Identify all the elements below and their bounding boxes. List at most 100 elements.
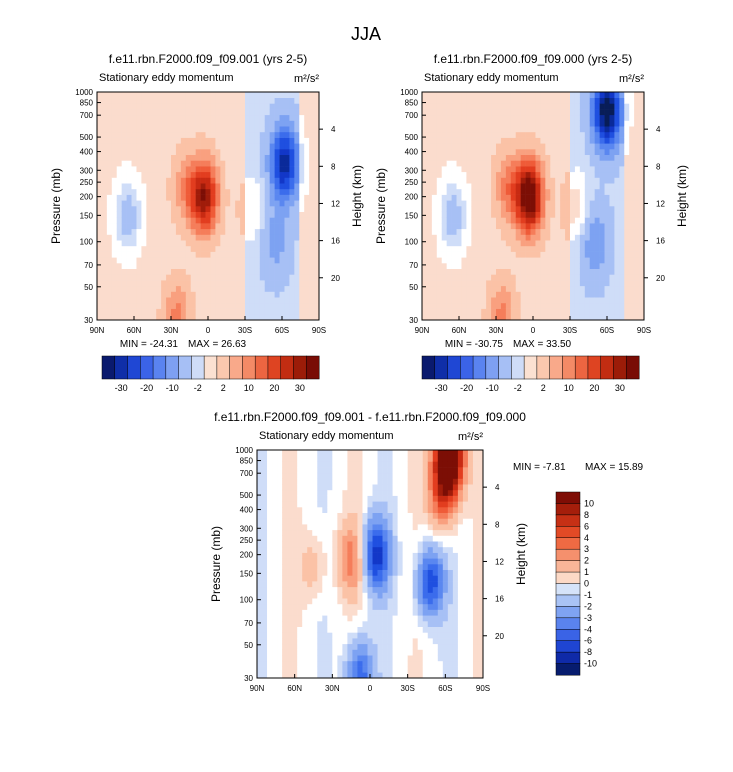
heatmap-cell [180,188,187,195]
heatmap-cell [604,240,610,247]
heatmap-cell [156,234,162,241]
heatmap-cell [195,314,201,321]
heatmap-cell [471,137,477,144]
heatmap-cell [342,501,348,508]
heatmap-cell [520,137,526,144]
heatmap-cell [274,297,280,304]
heatmap-cell [141,314,147,321]
heatmap-cell [156,103,162,110]
heatmap-cell [131,217,137,224]
heatmap-cell [195,291,201,298]
heatmap-cell [279,137,285,144]
heatmap-cell [456,92,462,98]
heatmap-cell [309,228,315,235]
heatmap-cell [116,308,122,315]
heatmap-cell [116,92,122,98]
heatmap-cell [431,206,438,212]
heatmap-cell [257,632,263,639]
heatmap-cell [441,160,447,167]
heatmap-cell [456,257,462,264]
heatmap-cell [579,314,586,321]
colorbar-label: 20 [269,383,279,393]
heatmap-cell [180,183,187,190]
heatmap-cell [392,609,398,616]
heatmap-cell [436,171,443,178]
heatmap-cell [171,223,177,230]
heatmap-cell [639,314,645,321]
heatmap-cell [584,177,591,184]
heatmap-cell [106,297,113,304]
heatmap-cell [111,257,118,264]
heatmap-cell [466,314,472,321]
heatmap-cell [106,263,113,269]
heatmap-cell [240,154,246,161]
heatmap-cell [574,240,581,247]
heatmap-cell [584,114,591,121]
heatmap-cell [407,615,413,622]
heatmap-field [422,92,645,321]
heatmap-cell [312,484,318,491]
heatmap-cell [555,143,561,150]
heatmap-cell [136,137,142,144]
heatmap-cell [604,183,610,190]
heatmap-cell [175,149,182,155]
heatmap-cell [594,188,600,195]
heatmap-cell [294,268,300,275]
heatmap-cell [225,314,231,321]
heatmap-cell [481,200,487,207]
heatmap-cell [151,274,157,281]
heatmap-cell [629,166,635,173]
heatmap-cell [304,171,310,178]
heatmap-cell [230,120,236,127]
heatmap-cell [584,160,591,167]
heatmap-cell [402,489,408,496]
heatmap-cell [294,251,300,258]
heatmap-cell [402,666,408,673]
heatmap-cell [262,569,268,576]
heatmap-cell [466,291,472,298]
heatmap-cell [515,291,521,298]
y-tick-label: 50 [84,283,93,292]
heatmap-cell [357,632,363,639]
heatmap-cell [639,251,645,258]
heatmap-cell [257,609,263,616]
heatmap-cell [262,552,268,559]
heatmap-cell [185,188,192,195]
heatmap-cell [367,484,373,491]
colorbar-swatch [114,355,128,380]
heatmap-cell [317,615,323,622]
heatmap-cell [550,240,556,247]
heatmap-cell [314,183,320,190]
y-tick-label: 70 [409,261,418,270]
heatmap-cell [579,188,586,195]
heatmap-cell [535,240,541,247]
heatmap-cell [530,126,536,133]
heatmap-cell [299,183,305,190]
heatmap-cell [397,660,403,667]
heatmap-cell [624,211,630,218]
heatmap-cell [297,592,303,599]
heatmap-cell [121,297,127,304]
heatmap-cell [352,507,358,513]
heatmap-cell [166,114,172,121]
heatmap-cell [259,211,266,218]
heatmap-cell [550,160,556,167]
heatmap-cell [264,160,270,167]
chart-panel-2: f.e11.rbn.F2000.f09_f09.000 (yrs 2-5)Sta… [374,52,689,393]
heatmap-cell [486,194,492,201]
heatmap-cell [126,251,132,258]
heatmap-cell [97,109,103,116]
heatmap-cell [560,234,566,241]
heatmap-cell [624,103,630,110]
heatmap-cell [111,149,118,155]
heatmap-cell [589,131,595,138]
heatmap-cell [289,200,295,207]
heatmap-cell [200,126,206,133]
heatmap-cell [491,211,497,218]
heatmap-cell [215,97,221,104]
heatmap-cell [392,546,398,553]
heatmap-cell [337,524,343,531]
heatmap-cell [525,240,531,247]
heatmap-cell [185,92,192,98]
heatmap-cell [284,297,290,304]
